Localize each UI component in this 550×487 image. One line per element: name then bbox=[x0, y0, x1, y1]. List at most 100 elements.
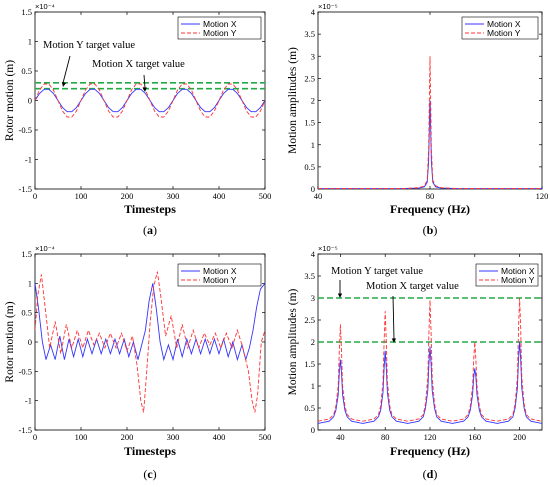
x-tick-label: 0 bbox=[33, 191, 37, 201]
y-tick-label: 2 bbox=[311, 337, 315, 347]
x-tick-label: 400 bbox=[213, 191, 226, 201]
panel-label-close: ) bbox=[433, 467, 437, 481]
x-tick-label: 40 bbox=[314, 191, 323, 201]
annotation-arrow-shaft bbox=[143, 74, 146, 89]
y-tick-label: -1.5 bbox=[19, 184, 32, 194]
panel-label-letter: b bbox=[427, 223, 434, 237]
annotation-arrow-head bbox=[142, 87, 147, 92]
series-line-motion-y bbox=[318, 56, 542, 189]
y-tick-label: 1.5 bbox=[21, 7, 32, 17]
panel-label-close: ) bbox=[153, 223, 157, 237]
y-tick-label: 1 bbox=[28, 37, 32, 47]
y-tick-label: 2 bbox=[311, 96, 315, 106]
target-annotation: Motion Y target value bbox=[43, 40, 135, 51]
y-tick-label: 1 bbox=[311, 140, 315, 150]
legend-label: Motion X bbox=[501, 266, 535, 276]
chart-panel-c: 0 100 200 300 400 500 -1.5 -1 -0.5 0 0.5 1 1.5×10⁻⁴ T… bbox=[4, 244, 271, 481]
annotation-arrow-head bbox=[61, 82, 67, 87]
y-axis-label: Motion amplitudes (m) bbox=[287, 288, 299, 395]
axis-exponent: ×10⁻⁵ bbox=[318, 2, 338, 11]
series-line-motion-y bbox=[35, 271, 265, 413]
target-annotation: Motion X target value bbox=[366, 281, 459, 292]
y-tick-label: 0 bbox=[28, 96, 32, 106]
y-tick-label: 3.5 bbox=[304, 271, 315, 281]
y-tick-label: 0 bbox=[311, 425, 315, 435]
panel-label-open: ( bbox=[143, 223, 147, 237]
y-tick-label: 0 bbox=[311, 184, 315, 194]
y-tick-label: 2.5 bbox=[304, 73, 315, 83]
y-tick-label: 1 bbox=[311, 381, 315, 391]
axis-exponent: ×10⁻⁴ bbox=[35, 2, 55, 11]
legend-box bbox=[177, 16, 262, 40]
target-annotation: Motion Y target value bbox=[331, 266, 423, 277]
legend-label: Motion Y bbox=[487, 28, 521, 38]
y-tick-label: -0.5 bbox=[19, 125, 32, 135]
x-tick-label: 100 bbox=[75, 432, 88, 442]
series-line-motion-x bbox=[318, 341, 542, 424]
y-tick-label: 1.5 bbox=[21, 249, 32, 259]
chart-panel-b: 40 80 120 0 0.5 1 1.5 2 2.5 3 3.5 4×10⁻⁵ Frequency (… bbox=[287, 2, 548, 237]
chart-panel-a: 0 100 200 300 400 500 -1.5 -1 -0.5 0 0.5 1 1.5×10⁻⁴ T… bbox=[4, 2, 271, 237]
series-line-motion-y bbox=[318, 297, 542, 422]
annotation-arrow-shaft bbox=[392, 295, 395, 340]
y-tick-label: 1.5 bbox=[304, 359, 315, 369]
x-tick-label: 160 bbox=[468, 432, 481, 442]
y-tick-label: 2.5 bbox=[304, 315, 315, 325]
panel-label-open: ( bbox=[143, 467, 147, 481]
y-tick-label: 3 bbox=[311, 293, 315, 303]
target-annotation: Motion X target value bbox=[92, 59, 185, 70]
panel-label: (d) bbox=[423, 467, 438, 481]
legend-label: Motion Y bbox=[501, 275, 535, 285]
annotation-arrow-head bbox=[391, 338, 397, 343]
y-tick-label: 0 bbox=[28, 337, 32, 347]
y-axis-label: Rotor motion (m) bbox=[4, 301, 16, 382]
y-tick-label: 4 bbox=[311, 249, 316, 259]
y-tick-label: 0.5 bbox=[21, 308, 32, 318]
y-tick-label: 1 bbox=[28, 278, 32, 288]
y-axis-label: Motion amplitudes (m) bbox=[287, 47, 299, 154]
x-tick-label: 200 bbox=[121, 432, 134, 442]
y-tick-label: -1 bbox=[25, 155, 32, 165]
legend-box bbox=[177, 263, 262, 287]
y-tick-label: 4 bbox=[311, 7, 316, 17]
y-tick-label: -1 bbox=[25, 396, 32, 406]
panel-label-open: ( bbox=[423, 467, 427, 481]
legend-label: Motion Y bbox=[203, 28, 237, 38]
series-line-motion-x bbox=[35, 283, 265, 362]
panel-label-letter: a bbox=[147, 223, 153, 237]
x-tick-label: 300 bbox=[167, 191, 180, 201]
x-tick-label: 200 bbox=[121, 191, 134, 201]
panel-label-open: ( bbox=[423, 223, 427, 237]
x-tick-label: 40 bbox=[336, 432, 345, 442]
x-tick-label: 500 bbox=[259, 432, 272, 442]
panel-label: (a) bbox=[143, 223, 157, 237]
x-axis-label: Frequency (Hz) bbox=[390, 202, 470, 216]
x-tick-label: 0 bbox=[33, 432, 37, 442]
y-tick-label: 3.5 bbox=[304, 29, 315, 39]
y-tick-label: -1.5 bbox=[19, 425, 32, 435]
x-tick-label: 80 bbox=[381, 432, 390, 442]
series-line-motion-y bbox=[35, 83, 265, 118]
chart-panel-d: 40 80 120 160 200 0 0.5 1 1.5 2 2.5 3 3.5 4×10⁻⁵ Frequ… bbox=[287, 244, 543, 481]
x-axis-label: Timesteps bbox=[124, 444, 176, 458]
x-tick-label: 80 bbox=[426, 191, 435, 201]
x-tick-label: 120 bbox=[424, 432, 437, 442]
y-tick-label: 3 bbox=[311, 51, 315, 61]
x-tick-label: 500 bbox=[259, 191, 272, 201]
x-axis-label: Frequency (Hz) bbox=[390, 444, 470, 458]
x-tick-label: 400 bbox=[213, 432, 226, 442]
annotation-arrow-head bbox=[337, 293, 343, 298]
legend-label: Motion X bbox=[203, 19, 237, 29]
series-line-motion-x bbox=[318, 100, 542, 189]
y-tick-label: 1.5 bbox=[304, 118, 315, 128]
legend-label: Motion Y bbox=[203, 275, 237, 285]
legend-label: Motion X bbox=[203, 266, 237, 276]
x-tick-label: 300 bbox=[167, 432, 180, 442]
y-tick-label: 0.5 bbox=[21, 66, 32, 76]
axis-exponent: ×10⁻⁵ bbox=[318, 244, 338, 253]
